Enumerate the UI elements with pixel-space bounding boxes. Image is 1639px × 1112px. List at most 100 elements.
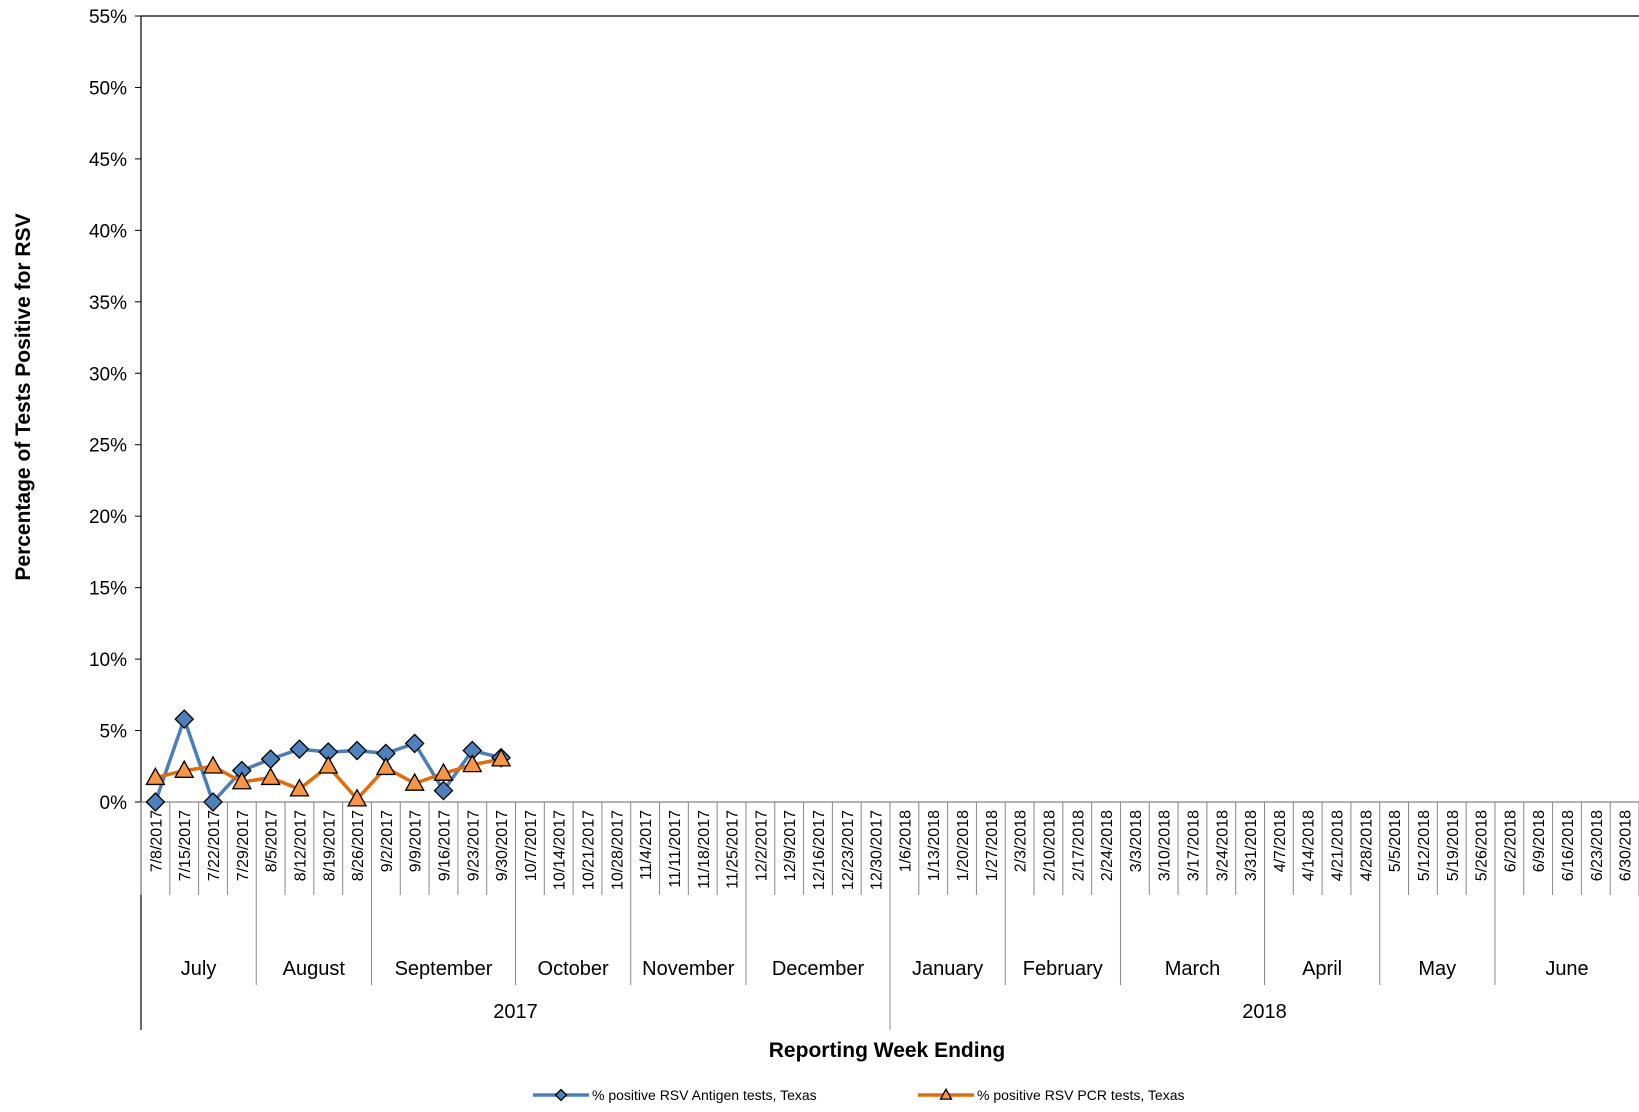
series-0-point <box>145 792 166 812</box>
series-1-point <box>404 772 425 791</box>
series-1-point <box>289 778 310 797</box>
x-tick-label: 5/19/2018 <box>1445 810 1462 881</box>
series-1-point <box>433 762 454 781</box>
x-tick-label: 12/16/2017 <box>811 810 828 890</box>
month-label: April <box>1302 958 1342 980</box>
x-tick-label: 9/2/2017 <box>379 810 396 872</box>
x-tick-label: 12/9/2017 <box>782 810 799 881</box>
x-tick-label: 6/23/2018 <box>1589 810 1606 881</box>
x-tick-label: 2/17/2018 <box>1070 810 1087 881</box>
x-tick-label: 11/11/2017 <box>667 810 684 888</box>
year-label: 2018 <box>1242 1001 1287 1023</box>
y-axis-title: Percentage of Tests Positive for RSV <box>12 213 35 580</box>
x-tick-label: 9/9/2017 <box>408 810 425 872</box>
x-tick-label: 3/3/2018 <box>1128 810 1145 872</box>
x-group-labels: July August September October November Decemb… <box>181 958 1589 1023</box>
month-label: May <box>1418 958 1456 980</box>
x-tick-label: 10/7/2017 <box>523 810 540 881</box>
x-tick-label: 3/24/2018 <box>1214 810 1231 881</box>
x-tick-label: 11/25/2017 <box>725 810 742 889</box>
series-0-point <box>174 709 195 730</box>
x-tick-label: 10/21/2017 <box>581 810 598 890</box>
x-tick-label: 9/30/2017 <box>494 810 511 881</box>
y-tick-labels: 0% 5% 10% 15% 20% 25% 30% 35% 40% 45% 50% 55% <box>89 7 127 814</box>
x-tick-label: 12/2/2017 <box>753 810 770 881</box>
x-tick-label: 5/12/2018 <box>1416 810 1433 881</box>
x-tick-label: 7/15/2017 <box>177 810 194 881</box>
series-1-point <box>462 754 483 773</box>
x-tick-label: 5/5/2018 <box>1387 810 1404 872</box>
x-tick-label: 8/26/2017 <box>350 810 367 881</box>
x-tick-label: 4/21/2018 <box>1330 810 1347 881</box>
x-tick-label: 3/31/2018 <box>1243 810 1260 881</box>
axes-group <box>135 15 1639 1030</box>
x-tick-label: 11/4/2017 <box>638 810 655 880</box>
x-tick-label: 12/30/2017 <box>869 810 886 890</box>
x-tick-label: 1/13/2018 <box>926 810 943 881</box>
x-tick-label: 8/5/2017 <box>264 810 281 872</box>
month-label: March <box>1165 958 1221 980</box>
x-tick-label: 10/28/2017 <box>609 810 626 890</box>
series-group <box>145 709 512 812</box>
series-0-point <box>433 780 454 801</box>
y-tick-label: 25% <box>89 436 127 457</box>
month-label: December <box>772 958 865 980</box>
x-tick-label: 7/8/2017 <box>148 810 165 872</box>
x-tick-label: 3/17/2018 <box>1186 810 1203 881</box>
series-1-point <box>202 755 224 774</box>
x-tick-label: 11/18/2017 <box>696 810 713 889</box>
x-axis-title: Reporting Week Ending <box>769 1039 1005 1062</box>
series-1-point <box>231 771 252 790</box>
series-1-point <box>346 788 368 807</box>
x-tick-label: 9/16/2017 <box>437 810 454 881</box>
series-0-point <box>404 733 425 754</box>
series-1-point <box>318 755 339 774</box>
x-tick-label: 2/10/2018 <box>1041 810 1058 881</box>
x-tick-label: 1/27/2018 <box>984 810 1001 881</box>
x-tick-label: 10/14/2017 <box>552 810 569 890</box>
y-tick-label: 10% <box>89 650 127 671</box>
x-tick-label: 7/29/2017 <box>235 810 252 881</box>
month-label: October <box>538 958 609 980</box>
x-tick-label: 1/6/2018 <box>897 810 914 872</box>
x-tick-label: 4/28/2018 <box>1358 810 1375 881</box>
series-0-point <box>347 740 367 761</box>
y-tick-label: 35% <box>89 293 127 314</box>
month-label: January <box>912 958 983 980</box>
month-label: February <box>1023 958 1103 980</box>
series-1-point <box>145 766 166 786</box>
series-1-point <box>490 748 512 767</box>
series-1-point <box>260 766 281 786</box>
y-tick-label: 40% <box>89 221 127 242</box>
y-tick-label: 5% <box>100 722 128 743</box>
legend: % positive RSV Antigen tests, Texas % pos… <box>533 1087 1184 1103</box>
x-tick-labels: 7/8/2017 7/15/2017 7/22/2017 7/29/2017 8/5/2… <box>148 810 1634 890</box>
month-label: July <box>181 958 217 980</box>
x-tick-label: 2/24/2018 <box>1099 810 1116 881</box>
x-tick-label: 1/20/2018 <box>955 810 972 881</box>
x-tick-label: 8/19/2017 <box>321 810 338 881</box>
x-tick-label: 9/23/2017 <box>465 810 482 881</box>
month-label: November <box>642 958 735 980</box>
y-tick-label: 50% <box>89 78 127 99</box>
year-label: 2017 <box>493 1001 538 1023</box>
series-0-point <box>203 792 223 812</box>
legend-marker-0 <box>554 1088 568 1102</box>
legend-label-1: % positive RSV PCR tests, Texas <box>977 1087 1184 1103</box>
month-label: September <box>395 958 493 980</box>
x-tick-label: 7/22/2017 <box>206 810 223 881</box>
series-0-point <box>289 739 310 760</box>
y-tick-label: 0% <box>100 793 128 814</box>
x-tick-label: 3/10/2018 <box>1157 810 1174 881</box>
x-tick-label: 6/9/2018 <box>1531 810 1548 872</box>
series-1-point <box>375 756 396 776</box>
series-0-point <box>260 749 281 770</box>
x-tick-label: 4/14/2018 <box>1301 810 1318 881</box>
series-1-point <box>174 759 195 778</box>
x-tick-label: 2/3/2018 <box>1013 810 1030 872</box>
y-tick-label: 45% <box>89 150 127 171</box>
x-tick-label: 6/16/2018 <box>1560 810 1577 881</box>
legend-marker-1 <box>939 1087 953 1100</box>
x-tick-label: 6/2/2018 <box>1502 810 1519 872</box>
